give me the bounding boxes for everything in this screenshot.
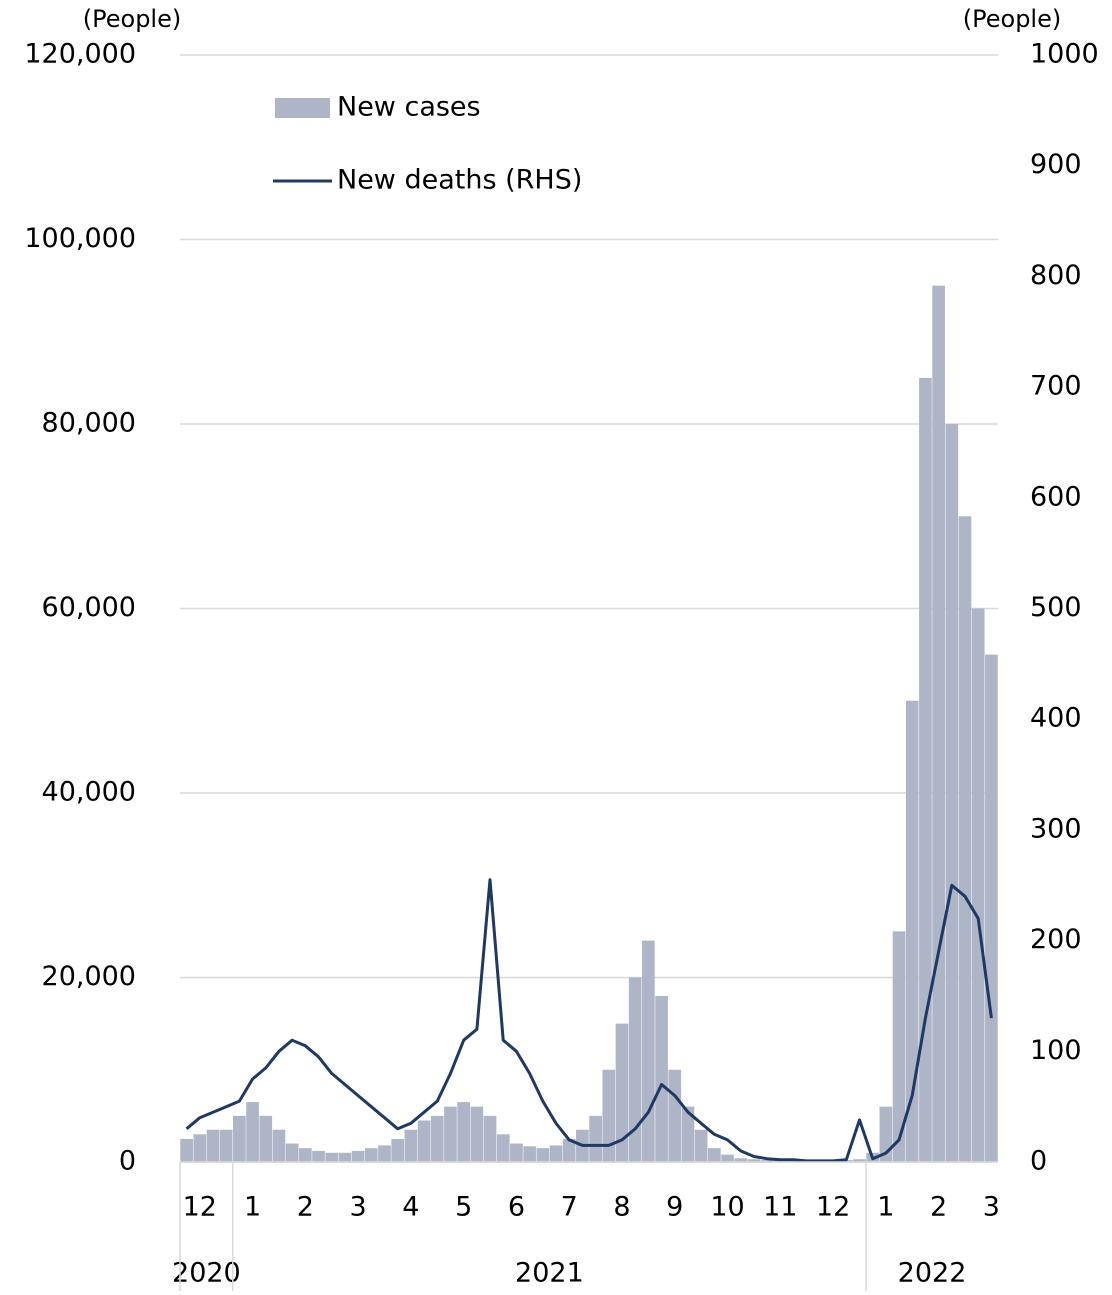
bar <box>378 1145 391 1162</box>
bar <box>259 1115 273 1162</box>
x-tick-label: 2 <box>930 1192 947 1223</box>
x-tick-label: 2 <box>297 1192 314 1223</box>
x-tick-label: 3 <box>350 1192 367 1223</box>
bar <box>391 1138 405 1162</box>
year-label: 2021 <box>515 1258 584 1289</box>
bar <box>958 516 972 1162</box>
bar <box>364 1148 378 1162</box>
y-tick-label: 0 <box>119 1146 136 1177</box>
bar <box>404 1129 418 1162</box>
bar <box>496 1134 510 1162</box>
y-tick-label: 100,000 <box>24 223 136 254</box>
bar <box>628 977 642 1162</box>
x-tick-label: 6 <box>508 1192 525 1223</box>
y2-tick-label: 100 <box>1030 1035 1082 1066</box>
bar <box>708 1148 721 1162</box>
x-tick-label: 1 <box>877 1192 894 1223</box>
bar <box>510 1143 523 1162</box>
bar <box>562 1138 576 1162</box>
bar <box>694 1129 708 1162</box>
y2-tick-label: 600 <box>1030 481 1082 512</box>
y2-tick-label: 800 <box>1030 260 1082 291</box>
x-tick-label: 8 <box>613 1192 630 1223</box>
legend-label: New deaths (RHS) <box>337 165 582 196</box>
x-tick-label: 12 <box>816 1192 850 1223</box>
y2-axis-title: (People) <box>963 5 1061 33</box>
bar <box>417 1120 431 1162</box>
x-tick-label: 12 <box>183 1192 217 1223</box>
bar <box>483 1115 497 1162</box>
bar <box>734 1158 748 1162</box>
bar <box>589 1115 602 1162</box>
y-tick-label: 40,000 <box>42 777 136 808</box>
bar <box>444 1106 457 1162</box>
bar <box>602 1069 616 1162</box>
bar <box>233 1115 246 1162</box>
x-tick-label: 4 <box>402 1192 419 1223</box>
x-tick-label: 10 <box>710 1192 744 1223</box>
line <box>185 878 993 1163</box>
bar <box>985 654 998 1162</box>
bar <box>272 1129 286 1162</box>
y2-tick-label: 300 <box>1030 813 1082 844</box>
bar <box>932 285 945 1162</box>
bar <box>668 1069 682 1162</box>
bar <box>299 1148 312 1162</box>
bar <box>338 1152 352 1162</box>
bar <box>549 1145 563 1162</box>
bar <box>681 1106 695 1162</box>
x-tick-label: 7 <box>561 1192 578 1223</box>
bar <box>971 608 985 1162</box>
x-tick-label: 3 <box>983 1192 1000 1223</box>
bar <box>325 1152 339 1162</box>
bar <box>615 1023 629 1162</box>
bar <box>430 1115 444 1162</box>
y-tick-label: 20,000 <box>42 961 136 992</box>
bar <box>892 931 906 1162</box>
y2-tick-label: 700 <box>1030 371 1082 402</box>
bar <box>853 1159 866 1162</box>
y2-tick-label: 0 <box>1030 1146 1047 1177</box>
x-tick-label: 1 <box>244 1192 261 1223</box>
bar <box>470 1106 484 1162</box>
year-label: 2020 <box>172 1258 241 1289</box>
bar <box>457 1102 470 1162</box>
bar <box>193 1134 207 1162</box>
x-tick-label: 9 <box>666 1192 683 1223</box>
y-tick-label: 60,000 <box>42 592 136 623</box>
bar <box>523 1146 536 1162</box>
y-tick-label: 80,000 <box>42 408 136 439</box>
bar <box>351 1150 365 1162</box>
bar <box>721 1154 734 1162</box>
bar <box>180 1138 193 1162</box>
bar <box>219 1129 233 1162</box>
bar <box>760 1160 774 1162</box>
year-label: 2022 <box>898 1258 967 1289</box>
bar <box>246 1102 259 1162</box>
x-tick-label: 11 <box>763 1192 797 1223</box>
y-axis-title: (People) <box>83 5 181 33</box>
bar <box>905 700 919 1162</box>
bar <box>285 1143 299 1162</box>
legend-swatch <box>275 98 330 118</box>
y2-tick-label: 200 <box>1030 924 1082 955</box>
bar <box>919 377 932 1162</box>
y2-tick-label: 400 <box>1030 703 1082 734</box>
y-tick-label: 120,000 <box>24 39 136 70</box>
y2-tick-label: 900 <box>1030 149 1082 180</box>
bar <box>655 995 668 1162</box>
bar <box>206 1129 220 1162</box>
bar <box>312 1150 325 1162</box>
legend-label: New cases <box>337 92 481 123</box>
y2-tick-label: 500 <box>1030 592 1082 623</box>
y2-tick-label: 1000 <box>1030 39 1099 70</box>
bar <box>536 1148 550 1162</box>
bar <box>945 424 959 1162</box>
bar <box>642 940 655 1162</box>
bar <box>747 1159 761 1162</box>
x-tick-label: 5 <box>455 1192 472 1223</box>
